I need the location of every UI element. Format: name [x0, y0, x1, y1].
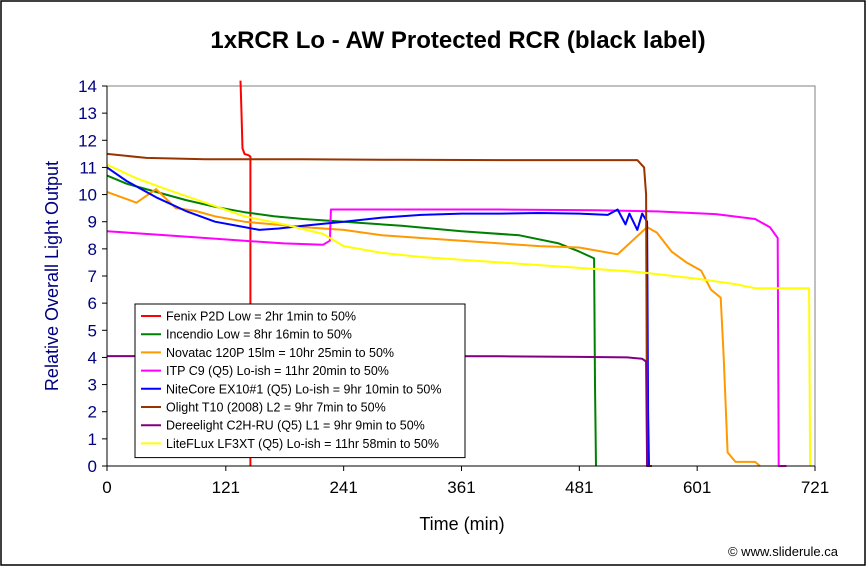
y-tick-label: 4	[88, 348, 97, 367]
series-line-4	[106, 166, 650, 467]
y-tick-label: 11	[79, 158, 97, 177]
series-line-0	[239, 80, 252, 466]
y-tick-label: 14	[78, 77, 97, 96]
y-tick-label: 13	[78, 104, 97, 123]
x-axis-label: Time (min)	[419, 514, 504, 534]
y-tick-label: 9	[88, 213, 97, 232]
y-tick-label: 12	[78, 131, 97, 150]
legend-label-1: Incendio Low = 8hr 16min to 50%	[166, 328, 352, 342]
legend-label-5: Olight T10 (2008) L2 = 9hr 7min to 50%	[166, 401, 386, 415]
series-line-2	[106, 188, 761, 467]
legend-label-0: Fenix P2D Low = 2hr 1min to 50%	[166, 310, 356, 324]
credit-text: © www.sliderule.ca	[728, 544, 839, 559]
x-tick-label: 721	[801, 478, 829, 497]
legend: Fenix P2D Low = 2hr 1min to 50% Incendio …	[134, 303, 466, 459]
legend-label-7: LiteFLux LF3XT (Q5) Lo-ish = 11hr 58min …	[166, 437, 439, 451]
legend-label-4: NiteCore EX10#1 (Q5) Lo-ish = 9hr 10min …	[166, 382, 442, 396]
series-line-3	[106, 208, 787, 467]
chart-title: 1xRCR Lo - AW Protected RCR (black label…	[210, 27, 705, 54]
y-tick-label: 0	[88, 457, 97, 476]
legend-label-3: ITP C9 (Q5) Lo-ish = 11hr 20min to 50%	[166, 364, 389, 378]
y-tick-label: 8	[88, 240, 97, 259]
x-tick-label: 481	[565, 478, 593, 497]
x-tick-label: 0	[102, 478, 111, 497]
x-tick-label: 601	[683, 478, 711, 497]
series-layer	[106, 80, 812, 467]
y-tick-label: 3	[88, 376, 97, 395]
x-tick-label: 361	[447, 478, 475, 497]
series-line-5	[106, 152, 652, 467]
legend-box	[134, 303, 466, 459]
legend-label-6: Dereelight C2H-RU (Q5) L1 = 9hr 9min to …	[166, 419, 425, 433]
y-tick-label: 10	[78, 186, 97, 205]
x-tick-label: 121	[212, 478, 240, 497]
x-tick-label: 241	[329, 478, 357, 497]
legend-label-2: Novatac 120P 15lm = 10hr 25min to 50%	[166, 346, 394, 360]
y-tick-label: 7	[88, 267, 97, 286]
y-tick-label: 2	[88, 403, 97, 422]
y-tick-label: 1	[88, 430, 97, 449]
series-line-7	[106, 163, 812, 467]
y-tick-label: 5	[88, 321, 97, 340]
y-tick-label: 6	[88, 294, 97, 313]
y-axis-label: Relative Overall Light Output	[42, 161, 62, 391]
